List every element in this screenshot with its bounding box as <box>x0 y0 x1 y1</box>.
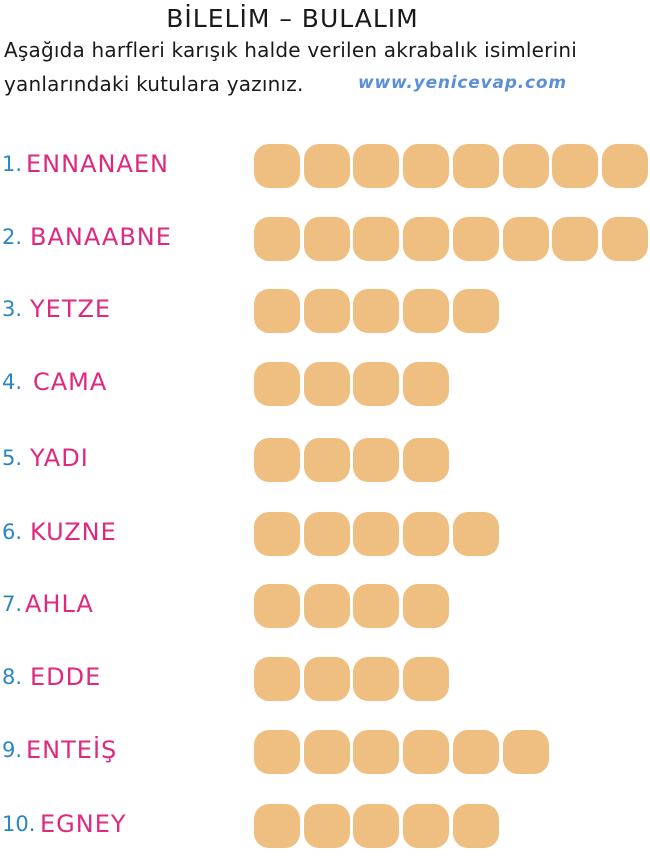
answer-letter-box[interactable] <box>452 512 499 556</box>
answer-letter-box[interactable] <box>403 144 450 188</box>
answer-letter-box[interactable] <box>403 512 450 556</box>
item-number: 8. <box>2 665 23 689</box>
answer-letter-box[interactable] <box>353 730 400 774</box>
answer-letter-box[interactable] <box>254 217 300 261</box>
answer-letter-box[interactable] <box>502 730 549 774</box>
instruction-line-1: Aşağıda harfleri karışık halde verilen a… <box>4 38 577 62</box>
answer-letter-box[interactable] <box>353 144 400 188</box>
scrambled-word: ENTEİŞ <box>26 736 118 764</box>
word-row: 2. BANAABNE <box>0 217 650 261</box>
answer-letter-box[interactable] <box>353 438 400 482</box>
answer-letter-box[interactable] <box>303 438 350 482</box>
answer-letter-box[interactable] <box>403 438 450 482</box>
answer-letter-box[interactable] <box>254 657 300 701</box>
word-row: 6. KUZNE <box>0 512 650 556</box>
answer-letter-box[interactable] <box>403 657 450 701</box>
answer-letter-box[interactable] <box>452 144 499 188</box>
word-row: 3. YETZE <box>0 289 650 333</box>
answer-letter-box[interactable] <box>353 289 400 333</box>
scrambled-word: AHLA <box>25 590 94 618</box>
instruction-line-2: yanlarındaki kutulara yazınız. <box>4 72 304 96</box>
word-row: 10. EGNEY <box>0 804 650 848</box>
item-number: 6. <box>2 520 23 544</box>
answer-letter-box[interactable] <box>601 144 648 188</box>
answer-letter-box[interactable] <box>254 584 300 628</box>
answer-letter-box[interactable] <box>502 144 549 188</box>
answer-letter-box[interactable] <box>403 217 450 261</box>
answer-letter-box[interactable] <box>452 730 499 774</box>
answer-letter-box[interactable] <box>303 804 350 848</box>
scrambled-word: ENNANAEN <box>26 150 169 178</box>
answer-letter-box[interactable] <box>601 217 648 261</box>
answer-letter-box[interactable] <box>452 804 499 848</box>
item-number: 2. <box>2 225 23 249</box>
item-number: 7. <box>2 592 23 616</box>
answer-letter-box[interactable] <box>303 362 350 406</box>
answer-letter-box[interactable] <box>303 289 350 333</box>
answer-letter-box[interactable] <box>254 144 300 188</box>
answer-letter-box[interactable] <box>552 144 599 188</box>
answer-letter-box[interactable] <box>254 438 300 482</box>
answer-letter-box[interactable] <box>502 217 549 261</box>
word-row: 4. CAMA <box>0 362 650 406</box>
answer-letter-box[interactable] <box>353 512 400 556</box>
answer-letter-box[interactable] <box>254 804 300 848</box>
answer-letter-box[interactable] <box>254 362 300 406</box>
worksheet-title: BİLELİM – BULALIM <box>166 4 419 33</box>
answer-letter-box[interactable] <box>303 144 350 188</box>
scrambled-word: EDDE <box>30 663 102 691</box>
item-number: 9. <box>2 738 23 762</box>
scrambled-word: KUZNE <box>30 518 117 546</box>
answer-letter-box[interactable] <box>303 730 350 774</box>
answer-letter-box[interactable] <box>303 584 350 628</box>
answer-letter-box[interactable] <box>403 584 450 628</box>
word-row: 5. YADI <box>0 438 650 482</box>
scrambled-word: YADI <box>30 444 89 472</box>
item-number: 4. <box>2 370 23 394</box>
website-watermark: www.yenicevap.com <box>358 73 567 93</box>
item-number: 3. <box>2 297 23 321</box>
answer-letter-box[interactable] <box>254 289 300 333</box>
answer-letter-box[interactable] <box>452 217 499 261</box>
answer-letter-box[interactable] <box>552 217 599 261</box>
word-row: 9. ENTEİŞ <box>0 730 650 774</box>
answer-letter-box[interactable] <box>452 289 499 333</box>
answer-letter-box[interactable] <box>353 217 400 261</box>
item-number: 5. <box>2 446 23 470</box>
answer-letter-box[interactable] <box>353 804 400 848</box>
item-number: 1. <box>2 152 23 176</box>
word-row: 8. EDDE <box>0 657 650 701</box>
answer-letter-box[interactable] <box>403 289 450 333</box>
scrambled-word: CAMA <box>33 368 108 396</box>
answer-letter-box[interactable] <box>403 362 450 406</box>
answer-letter-box[interactable] <box>254 512 300 556</box>
answer-letter-box[interactable] <box>403 730 450 774</box>
answer-letter-box[interactable] <box>353 362 400 406</box>
answer-letter-box[interactable] <box>303 657 350 701</box>
scrambled-word: YETZE <box>30 295 112 323</box>
answer-letter-box[interactable] <box>303 512 350 556</box>
answer-letter-box[interactable] <box>303 217 350 261</box>
answer-letter-box[interactable] <box>403 804 450 848</box>
answer-letter-box[interactable] <box>353 584 400 628</box>
word-row: 7. AHLA <box>0 584 650 628</box>
answer-letter-box[interactable] <box>353 657 400 701</box>
scrambled-word: EGNEY <box>40 810 127 838</box>
answer-letter-box[interactable] <box>254 730 300 774</box>
item-number: 10. <box>2 812 36 836</box>
scrambled-word: BANAABNE <box>30 223 172 251</box>
word-row: 1. ENNANAEN <box>0 144 650 188</box>
